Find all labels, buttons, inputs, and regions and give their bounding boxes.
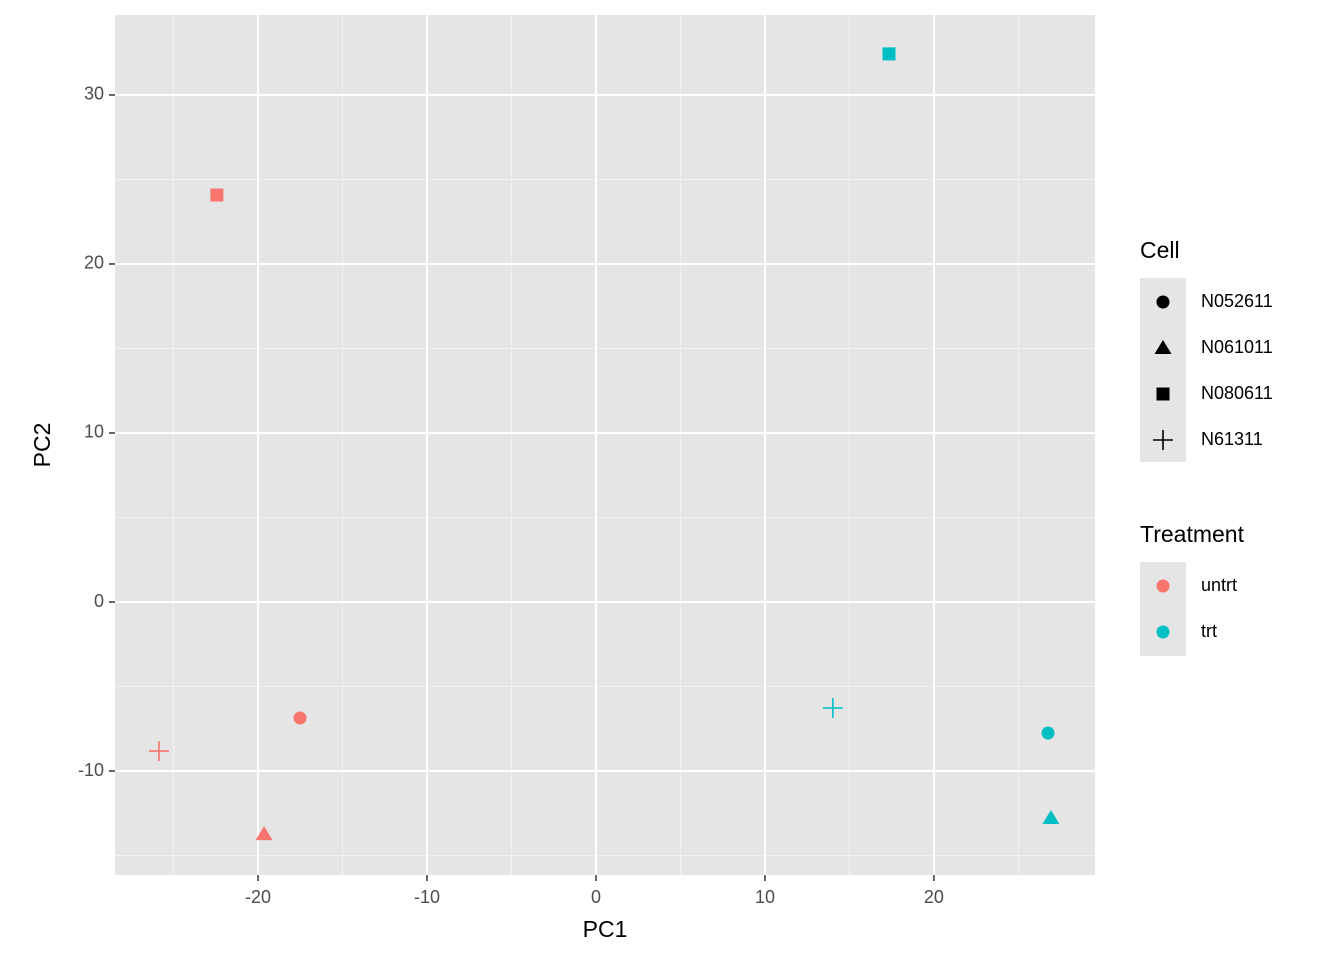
legend-label: N080611: [1201, 383, 1273, 403]
x-axis-title: PC1: [583, 916, 628, 942]
x-tick-label: 20: [924, 887, 944, 907]
legend-key: [1154, 340, 1172, 354]
treatment-legend-keys: [1140, 562, 1186, 656]
y-tick-label: -10: [78, 760, 104, 780]
point: [822, 698, 843, 719]
legend-label: N052611: [1201, 291, 1273, 311]
x-tick-label: -10: [414, 887, 440, 907]
legend-key: [1153, 430, 1173, 450]
legend-key: [1156, 579, 1170, 593]
legend-label: N61311: [1201, 429, 1263, 449]
x-tick-label: 0: [591, 887, 601, 907]
legend-key: [1156, 295, 1170, 309]
point: [148, 741, 169, 762]
y-tick-label: 10: [84, 422, 104, 442]
panel: [115, 15, 1095, 875]
legend-title: Cell: [1140, 237, 1180, 263]
point: [1042, 810, 1060, 825]
x-tick-label: 10: [755, 887, 775, 907]
point: [293, 711, 307, 725]
point: [255, 826, 273, 841]
point: [210, 188, 224, 202]
y-tick-label: 30: [84, 84, 104, 104]
y-tick-label: 20: [84, 253, 104, 273]
point: [882, 47, 896, 61]
y-axis-title: PC2: [29, 423, 55, 468]
legend-key: [1156, 625, 1170, 639]
legend-label: trt: [1201, 621, 1217, 641]
x-tick-label: -20: [245, 887, 271, 907]
y-tick-label: 0: [94, 591, 104, 611]
legend-title: Treatment: [1140, 521, 1245, 547]
legend-label: N061011: [1201, 337, 1273, 357]
legend-key: [1156, 387, 1170, 401]
point: [1041, 726, 1055, 740]
legend-label: untrt: [1201, 575, 1237, 595]
